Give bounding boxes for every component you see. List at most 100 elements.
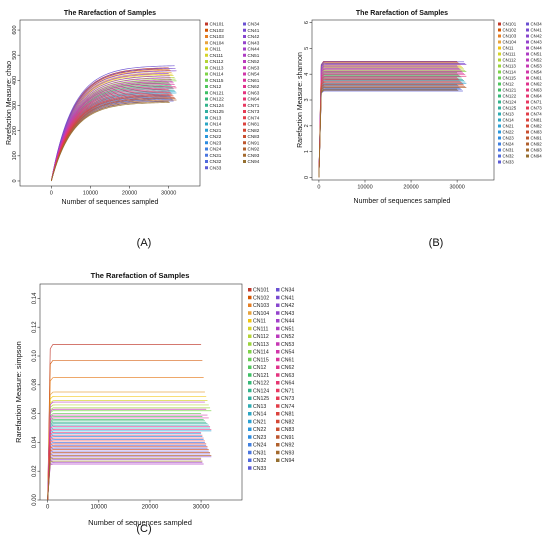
- legend-label-cn115: CN115: [253, 357, 269, 363]
- legend-swatch-cn21: [498, 124, 501, 128]
- y-tick-label: 0.00: [32, 494, 38, 506]
- legend-label-cn112: CN112: [210, 59, 224, 64]
- legend-label-cn122: CN122: [253, 381, 269, 387]
- legend-label-cn34: CN34: [248, 22, 260, 27]
- legend-label-cn51: CN51: [281, 326, 294, 332]
- legend-label-cn94: CN94: [531, 154, 543, 159]
- legend-label-cn114: CN114: [210, 72, 224, 77]
- legend-swatch-cn34: [526, 22, 529, 26]
- legend-swatch-cn23: [498, 136, 501, 140]
- series-line-cn124: [318, 77, 462, 178]
- legend-swatch-cn103: [498, 34, 501, 38]
- legend-label-cn115: CN115: [210, 78, 224, 83]
- series-line-cn114: [47, 410, 212, 500]
- series-line-cn33: [318, 90, 463, 178]
- legend-swatch-cn125: [498, 106, 501, 110]
- legend-swatch-cn53: [243, 66, 246, 70]
- legend-label-cn54: CN54: [281, 350, 294, 356]
- legend-label-cn71: CN71: [281, 388, 294, 394]
- legend-swatch-cn92: [276, 443, 280, 447]
- series-lines: [47, 344, 212, 500]
- series-line-cn112: [318, 68, 465, 178]
- series-line-cn34: [318, 61, 465, 178]
- x-tick-label: 20000: [142, 505, 159, 511]
- series-line-cn44: [50, 75, 170, 182]
- plot-frame: [39, 283, 243, 501]
- series-line-cn24: [318, 86, 460, 178]
- legend-label-cn53: CN53: [248, 65, 260, 70]
- legend-label-cn83: CN83: [248, 134, 260, 139]
- legend-swatch-cn71: [526, 100, 529, 104]
- series-line-cn22: [318, 84, 458, 178]
- legend-swatch-cn14: [248, 412, 252, 416]
- legend-swatch-cn125: [248, 396, 252, 400]
- chart-panel-c: The Rarefaction of Samples 0 10000 20000 300…: [14, 271, 294, 535]
- legend-swatch-cn21: [205, 128, 208, 132]
- y-tick-label: 6: [304, 21, 310, 24]
- legend-swatch-cn43: [276, 311, 280, 315]
- series-line-cn31: [318, 88, 461, 178]
- legend-label-cn23: CN23: [503, 136, 515, 141]
- legend-swatch-cn31: [248, 450, 252, 455]
- series-line-cn51: [318, 68, 460, 178]
- legend-swatch-cn113: [248, 342, 252, 346]
- x-tick-label: 0: [46, 505, 50, 511]
- y-tick-label: 3: [304, 98, 310, 101]
- series-line-cn34: [47, 450, 209, 500]
- legend-swatch-cn94: [276, 458, 280, 462]
- legend-swatch-cn62: [526, 82, 529, 86]
- legend-label-cn32: CN32: [503, 154, 515, 159]
- legend-swatch-cn114: [248, 350, 252, 354]
- series-line-cn81: [318, 82, 462, 178]
- legend-swatch-cn44: [526, 46, 529, 50]
- legend-label-cn53: CN53: [531, 64, 543, 69]
- legend-label-cn14: CN14: [503, 118, 515, 123]
- legend-swatch-cn125: [205, 110, 208, 113]
- legend-swatch-cn34: [276, 288, 280, 292]
- series-line-cn24: [47, 439, 204, 500]
- legend-label-cn62: CN62: [531, 82, 543, 87]
- legend-label-cn71: CN71: [248, 103, 260, 108]
- series-line-cn122: [47, 420, 205, 500]
- legend-label-cn122: CN122: [503, 94, 517, 99]
- legend-swatch-cn121: [498, 88, 501, 92]
- legend-swatch-cn112: [248, 334, 252, 338]
- legend-swatch-cn54: [526, 70, 529, 74]
- series-line-cn42: [50, 70, 177, 182]
- series-line-cn103: [47, 377, 204, 500]
- legend-swatch-cn61: [276, 357, 280, 362]
- legend-label-cn82: CN82: [531, 124, 543, 129]
- x-tick-label: 0: [50, 191, 53, 197]
- legend-swatch-cn63: [276, 373, 280, 377]
- legend-swatch-cn42: [243, 35, 246, 38]
- legend-label-cn92: CN92: [531, 142, 543, 147]
- legend-swatch-cn62: [276, 365, 280, 369]
- legend-label-cn23: CN23: [210, 140, 222, 145]
- legend-label-cn51: CN51: [248, 53, 260, 58]
- series-line-cn93: [47, 457, 202, 500]
- series-line-cn61: [318, 73, 465, 178]
- legend-swatch-cn42: [526, 34, 529, 38]
- legend-swatch-cn24: [205, 147, 208, 151]
- series-line-cn41: [47, 453, 211, 500]
- legend-swatch-cn41: [276, 295, 280, 300]
- series-line-cn62: [50, 86, 176, 182]
- series-line-cn42: [47, 456, 212, 500]
- legend-swatch-cn41: [526, 28, 529, 32]
- series-line-cn71: [318, 78, 459, 178]
- legend-label-cn33: CN33: [210, 165, 222, 170]
- legend-swatch-cn71: [276, 388, 280, 393]
- series-line-cn111: [318, 67, 463, 178]
- series-line-cn115: [47, 413, 202, 500]
- legend-label-cn73: CN73: [248, 109, 260, 114]
- series-line-cn91: [50, 98, 176, 182]
- legend-label-cn13: CN13: [503, 112, 515, 117]
- y-axis-label: Rarefaction Measure: shannon: [297, 52, 304, 148]
- legend-label-cn74: CN74: [531, 112, 543, 117]
- legend-swatch-cn91: [276, 435, 280, 439]
- x-tick-label: 20000: [122, 191, 137, 197]
- legend-swatch-cn21: [248, 419, 252, 424]
- legend-swatch-cn124: [205, 103, 208, 107]
- x-tick-label: 10000: [357, 185, 372, 191]
- legend-label-cn111: CN111: [503, 52, 517, 57]
